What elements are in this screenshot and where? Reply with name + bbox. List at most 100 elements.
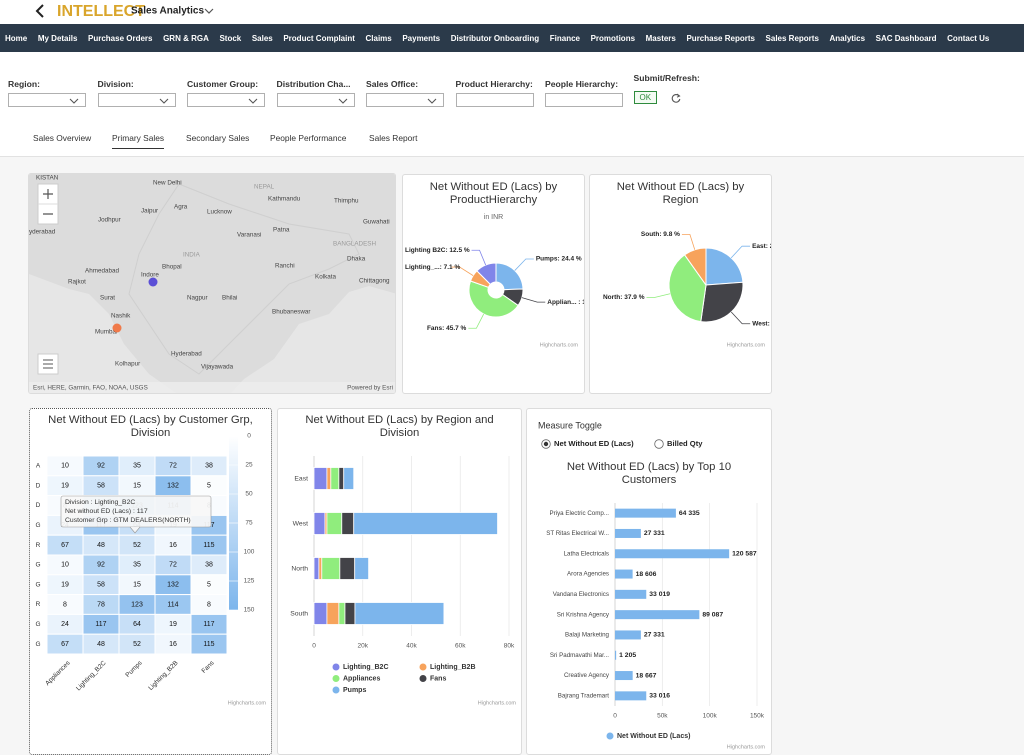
data-label: 89 087 xyxy=(702,611,723,618)
bar[interactable] xyxy=(343,467,355,490)
nav-item[interactable]: Distributor Onboarding xyxy=(450,33,540,43)
bar[interactable] xyxy=(615,508,676,518)
bar[interactable] xyxy=(615,569,633,579)
y-tick-label: G xyxy=(35,562,40,569)
bar[interactable] xyxy=(321,557,341,580)
pie-slice[interactable] xyxy=(705,247,744,286)
tab[interactable]: Primary Sales xyxy=(112,133,165,149)
dropdown[interactable] xyxy=(187,93,265,107)
map-label: Nashik xyxy=(111,313,131,320)
bar[interactable] xyxy=(339,557,356,580)
legend-label[interactable]: Lighting_B2C xyxy=(343,664,389,671)
bar[interactable] xyxy=(615,610,700,620)
pie-slice[interactable] xyxy=(468,280,519,318)
radio-label[interactable]: Billed Qty xyxy=(667,439,703,448)
legend-label[interactable]: Fans xyxy=(430,675,446,682)
nav-item[interactable]: SAC Dashboard xyxy=(875,33,937,43)
pie-slice[interactable] xyxy=(683,247,707,287)
nav-item[interactable]: Sales xyxy=(251,33,273,43)
tab[interactable]: Sales Report xyxy=(369,133,418,143)
map-marker[interactable] xyxy=(112,323,122,333)
ok-button[interactable]: OK xyxy=(633,91,658,104)
map-marker[interactable] xyxy=(148,277,158,287)
app-title[interactable]: Sales Analytics xyxy=(131,6,204,17)
nav-item[interactable]: Masters xyxy=(645,33,676,43)
bar[interactable] xyxy=(338,602,346,625)
bar[interactable] xyxy=(344,602,356,625)
dropdown[interactable] xyxy=(97,93,176,107)
input-field[interactable] xyxy=(545,93,623,107)
bar[interactable] xyxy=(330,467,340,490)
refresh-button[interactable] xyxy=(671,93,681,103)
nav-item[interactable]: Stock xyxy=(219,33,242,43)
bar[interactable] xyxy=(615,691,647,701)
bar[interactable] xyxy=(318,557,323,580)
bar[interactable] xyxy=(313,557,320,580)
x-tick-label: 20k xyxy=(358,643,369,650)
cell-label: 5 xyxy=(207,582,211,589)
x-tick-label: 60k xyxy=(455,643,466,650)
data-label: 27 331 xyxy=(644,632,665,639)
bar[interactable] xyxy=(313,467,328,490)
legend-label[interactable]: Lighting_B2B xyxy=(430,664,476,671)
pie-slice[interactable] xyxy=(495,262,524,291)
data-label: South: 9.8 % xyxy=(641,231,680,238)
label-connector xyxy=(451,266,474,276)
tab[interactable]: People Performance xyxy=(270,133,347,143)
nav-item[interactable]: Claims xyxy=(365,33,392,43)
back-button[interactable] xyxy=(35,4,44,18)
map[interactable]: KISTAN New Delhi NEPAL Kathmandu Thimphu… xyxy=(29,174,396,394)
bar[interactable] xyxy=(313,602,328,625)
credits: Highcharts.com xyxy=(540,342,579,348)
bar[interactable] xyxy=(341,512,355,535)
nav-item[interactable]: Home xyxy=(5,33,28,43)
dropdown[interactable] xyxy=(366,93,444,107)
zoom-in[interactable] xyxy=(43,189,53,199)
legend-label[interactable]: Appliances xyxy=(343,675,380,682)
bar[interactable] xyxy=(326,467,332,490)
nav-item[interactable]: Product Complaint xyxy=(283,33,355,43)
nav-item[interactable]: Finance xyxy=(549,33,580,43)
bar[interactable] xyxy=(313,512,326,535)
filter-label: Region: xyxy=(8,79,40,89)
nav-item[interactable]: Payments xyxy=(402,33,441,43)
nav-item[interactable]: Contact Us xyxy=(947,33,990,43)
bar[interactable] xyxy=(615,549,730,559)
bar[interactable] xyxy=(326,512,343,535)
nav-item[interactable]: Sales Reports xyxy=(765,33,819,43)
pie-slice[interactable] xyxy=(700,281,744,323)
nav-item[interactable]: GRN & RGA xyxy=(163,33,209,43)
cell-label: 16 xyxy=(169,641,177,648)
bar[interactable] xyxy=(354,557,370,580)
bar[interactable] xyxy=(615,528,641,538)
tab[interactable]: Secondary Sales xyxy=(186,133,250,143)
nav-item[interactable]: Purchase Reports xyxy=(686,33,755,43)
nav-item[interactable]: Promotions xyxy=(590,33,636,43)
input-field[interactable] xyxy=(455,93,534,107)
nav-item[interactable]: Purchase Orders xyxy=(88,33,153,43)
map-border xyxy=(128,183,360,375)
pie-slice[interactable] xyxy=(668,254,707,323)
legend-label[interactable]: Pumps xyxy=(343,687,366,694)
legend-label[interactable]: Net Without ED (Lacs) xyxy=(617,733,690,740)
radio-label[interactable]: Net Without ED (Lacs) xyxy=(554,439,634,448)
bar[interactable] xyxy=(354,602,445,625)
cell-label: 132 xyxy=(167,582,179,589)
nav-item[interactable]: Analytics xyxy=(829,33,866,43)
bar[interactable] xyxy=(615,671,633,681)
bar[interactable] xyxy=(615,650,617,660)
bar[interactable] xyxy=(615,630,641,640)
bar[interactable] xyxy=(353,512,498,535)
zoom-control[interactable] xyxy=(37,183,59,225)
dropdown[interactable] xyxy=(276,93,355,107)
heat-cell[interactable] xyxy=(190,633,228,655)
nav-item[interactable]: My Details xyxy=(37,33,78,43)
bar[interactable] xyxy=(326,602,340,625)
bar[interactable] xyxy=(338,467,345,490)
dropdown[interactable] xyxy=(8,93,86,107)
pie-slice[interactable] xyxy=(476,262,497,286)
tab[interactable]: Sales Overview xyxy=(33,133,92,143)
bar[interactable] xyxy=(615,589,647,599)
radio[interactable] xyxy=(654,439,664,449)
title-chevron[interactable] xyxy=(204,8,214,14)
